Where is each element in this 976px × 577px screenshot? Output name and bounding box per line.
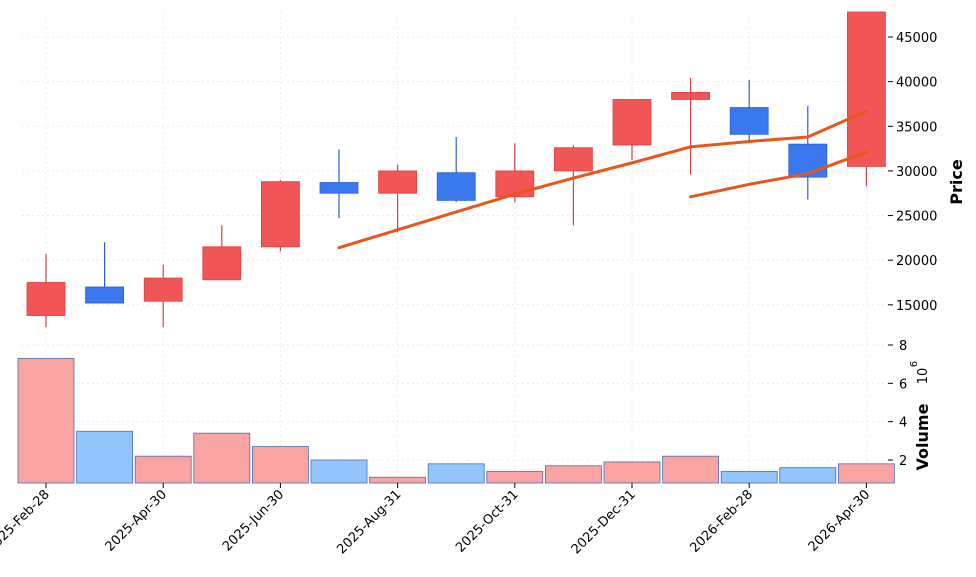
price-axis: 15000 20000 25000 30000 35000 40000 45000 (888, 31, 937, 314)
candle-body (319, 182, 359, 194)
candle-body (847, 11, 886, 167)
x-axis: 2025-Feb-28 2025-Apr-30 2025-Jun-30 2025-Au… (0, 483, 873, 557)
candle-body (729, 107, 769, 135)
price-axis-title: Price (947, 159, 966, 205)
volume-bar (486, 471, 544, 484)
volume-bar (251, 446, 309, 484)
volume-bar (427, 463, 485, 484)
candle-body (26, 282, 66, 316)
volume-bar (134, 455, 192, 484)
volume-bar (193, 432, 251, 484)
volume-bar (17, 358, 75, 484)
candle-body (788, 143, 828, 178)
volume-tick-label: 8 (899, 339, 907, 354)
volume-axis-title: Volume (913, 403, 932, 470)
candle-body (495, 170, 535, 198)
volume-multiplier-base: 10 (916, 368, 931, 385)
candle-body (554, 147, 593, 172)
volume-tick-label: 2 (899, 454, 907, 469)
moving-average-line (689, 150, 868, 199)
price-tick-label: 30000 (896, 165, 937, 180)
candle-body (85, 286, 124, 304)
volume-bar (76, 430, 133, 484)
price-tick-label: 45000 (896, 31, 937, 46)
candle-body (671, 91, 710, 100)
candle-body (202, 246, 242, 281)
candle-body (436, 172, 476, 201)
volume-bars (17, 358, 895, 484)
volume-bar (779, 467, 837, 484)
volume-bar (662, 455, 719, 484)
volume-multiplier-exponent: 6 (909, 361, 920, 367)
moving-average-lines (337, 109, 868, 250)
volume-tick-label: 4 (899, 416, 907, 431)
candle-body (378, 170, 418, 194)
candle-body (260, 181, 300, 248)
volume-bar (838, 463, 895, 484)
x-tick-label: 2025-Apr-30 (103, 487, 170, 554)
candle-bodies (26, 11, 886, 316)
volume-bar (720, 471, 778, 484)
volume-bar (369, 476, 427, 484)
volume-bar (545, 465, 602, 484)
price-tick-label: 35000 (896, 120, 937, 135)
x-tick-label: 2026-Apr-30 (806, 487, 873, 554)
volume-tick-label: 6 (899, 377, 907, 392)
x-tick-label: 2025-Feb-28 (0, 487, 53, 556)
price-tick-label: 25000 (896, 210, 937, 225)
price-tick-label: 20000 (896, 254, 937, 269)
x-tick-label: 2025-Jun-30 (220, 487, 287, 554)
x-tick-label: 2026-Feb-28 (687, 487, 756, 556)
x-tick-label: 2025-Oct-31 (453, 487, 521, 555)
volume-bar (603, 461, 661, 484)
price-tick-label: 15000 (896, 299, 937, 314)
volume-axis: 2 4 6 8 (888, 339, 907, 469)
x-tick-label: 2025-Dec-31 (569, 487, 639, 557)
candle-body (143, 277, 183, 302)
x-tick-label: 2025-Aug-31 (334, 487, 404, 557)
candle-body (612, 99, 652, 146)
price-tick-label: 40000 (896, 76, 937, 91)
moving-average-line (337, 109, 868, 250)
volume-bar (310, 459, 368, 484)
